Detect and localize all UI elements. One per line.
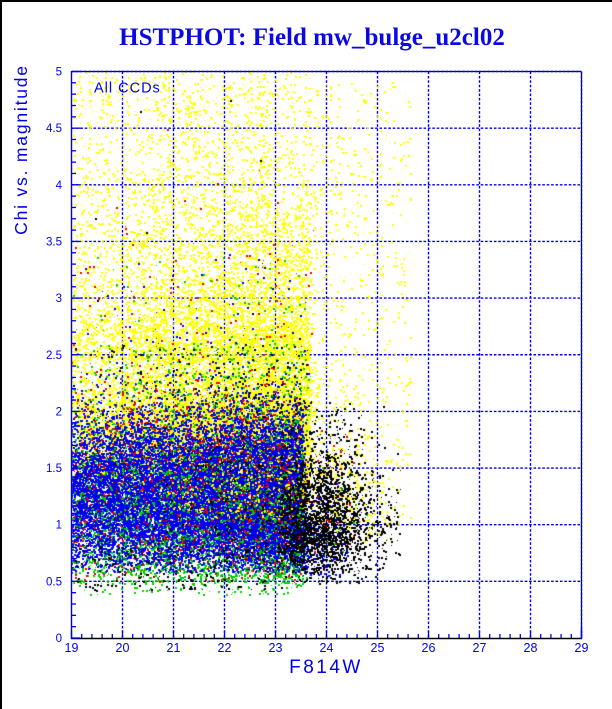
svg-text:20: 20 (116, 641, 130, 655)
svg-text:HSTPHOT: Field mw_bulge_u2cl02: HSTPHOT: Field mw_bulge_u2cl02 (119, 24, 505, 51)
svg-text:4.5: 4.5 (46, 123, 62, 135)
svg-text:All CCDs: All CCDs (94, 81, 161, 97)
svg-text:21: 21 (167, 641, 181, 655)
svg-text:19: 19 (65, 641, 79, 655)
svg-text:25: 25 (371, 641, 385, 655)
svg-text:2: 2 (56, 406, 62, 418)
svg-text:0: 0 (56, 633, 62, 645)
svg-text:2.5: 2.5 (46, 350, 62, 362)
svg-text:3.5: 3.5 (46, 236, 62, 248)
svg-text:24: 24 (320, 641, 334, 655)
svg-text:29: 29 (575, 641, 589, 655)
svg-text:28: 28 (524, 641, 538, 655)
svg-text:1: 1 (56, 520, 62, 532)
svg-text:5: 5 (56, 67, 62, 79)
svg-text:27: 27 (473, 641, 487, 655)
svg-text:26: 26 (422, 641, 436, 655)
svg-text:4: 4 (56, 180, 63, 192)
svg-text:F814W: F814W (289, 657, 363, 678)
svg-text:22: 22 (218, 641, 232, 655)
svg-text:0.5: 0.5 (46, 576, 62, 588)
svg-text:Chi vs. magnitude: Chi vs. magnitude (11, 64, 31, 235)
svg-text:1.5: 1.5 (46, 463, 62, 475)
svg-text:23: 23 (269, 641, 283, 655)
svg-text:3: 3 (56, 293, 62, 305)
